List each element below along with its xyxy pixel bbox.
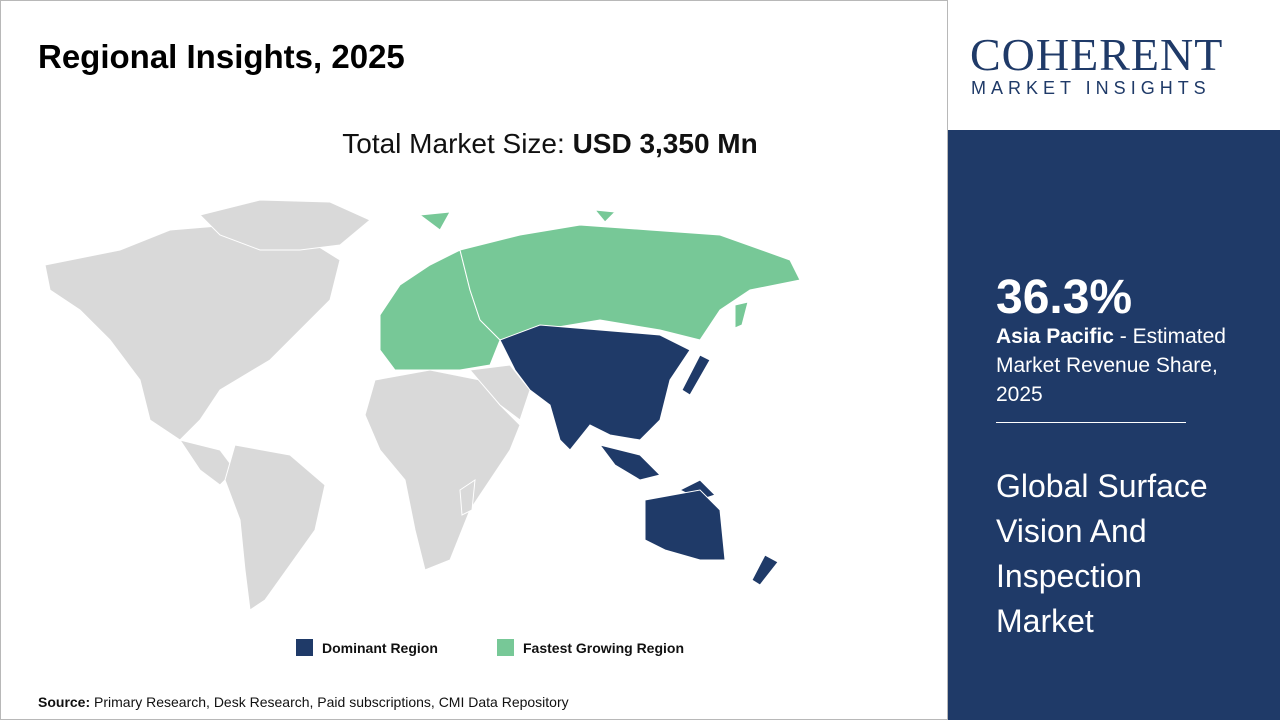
market-size: Total Market Size: USD 3,350 Mn	[0, 128, 1100, 160]
legend-label: Dominant Region	[322, 640, 438, 656]
legend-label: Fastest Growing Region	[523, 640, 685, 656]
market-size-label: Total Market Size:	[342, 128, 565, 159]
source: Source: Primary Research, Desk Research,…	[38, 694, 569, 710]
source-text: Primary Research, Desk Research, Paid su…	[90, 694, 569, 710]
logo-tagline: MARKET INSIGHTS	[971, 78, 1211, 98]
world-map	[44, 199, 801, 611]
logo-name: COHERENT	[970, 29, 1224, 80]
description: - Estimated Market Revenue Share, 2025	[996, 325, 1226, 406]
logo-area	[948, 0, 1280, 130]
share-description: Asia Pacific - Estimated Market Revenue …	[996, 322, 1246, 409]
source-label: Source:	[38, 694, 91, 710]
side-panel	[948, 130, 1280, 720]
share-value: 36.3%	[996, 271, 1133, 324]
divider	[996, 422, 1186, 423]
legend-swatch	[296, 639, 313, 656]
legend-swatch	[497, 639, 514, 656]
market-size-value: USD 3,350 Mn	[572, 128, 758, 159]
market-name: Global Surface Vision And Inspection Mar…	[996, 468, 1208, 639]
region-name: Asia Pacific	[996, 325, 1114, 348]
title: Regional Insights, 2025	[38, 38, 405, 75]
